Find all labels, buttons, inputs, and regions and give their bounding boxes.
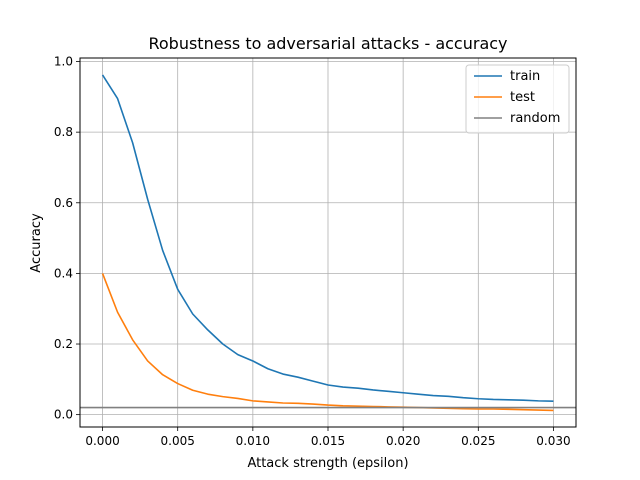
y-tick-label: 0.0 bbox=[54, 408, 73, 422]
y-tick-label: 0.4 bbox=[54, 266, 73, 280]
x-tick-label: 0.030 bbox=[536, 434, 570, 448]
y-tick-label: 0.2 bbox=[54, 337, 73, 351]
series-line-test bbox=[101, 273, 554, 412]
legend: train test random bbox=[465, 64, 570, 134]
x-tick-label: 0.010 bbox=[236, 434, 270, 448]
series-line-train bbox=[101, 74, 554, 403]
y-tick-label: 0.6 bbox=[54, 196, 73, 210]
legend-box bbox=[465, 64, 570, 134]
x-tick-label: 0.005 bbox=[161, 434, 195, 448]
x-tick-label: 0.025 bbox=[461, 434, 495, 448]
x-axis-label: Attack strength (epsilon) bbox=[247, 456, 408, 471]
y-tick-label: 1.0 bbox=[54, 55, 73, 69]
x-tick-label: 0.015 bbox=[311, 434, 345, 448]
x-tick-label: 0.020 bbox=[386, 434, 420, 448]
ticks: 0.000 0.005 0.010 0.015 0.020 0.025 0.030 0.0 0.… bbox=[54, 55, 571, 448]
chart-title: Robustness to adversarial attacks - accu… bbox=[148, 34, 507, 53]
plot-lines bbox=[80, 74, 576, 412]
y-axis-label: Accuracy bbox=[29, 213, 44, 273]
legend-label-random: random bbox=[510, 111, 560, 126]
legend-label-train: train bbox=[510, 69, 540, 84]
x-tick-label: 0.000 bbox=[85, 434, 119, 448]
grid bbox=[80, 58, 576, 427]
y-tick-label: 0.8 bbox=[54, 125, 73, 139]
legend-label-test: test bbox=[510, 90, 535, 105]
